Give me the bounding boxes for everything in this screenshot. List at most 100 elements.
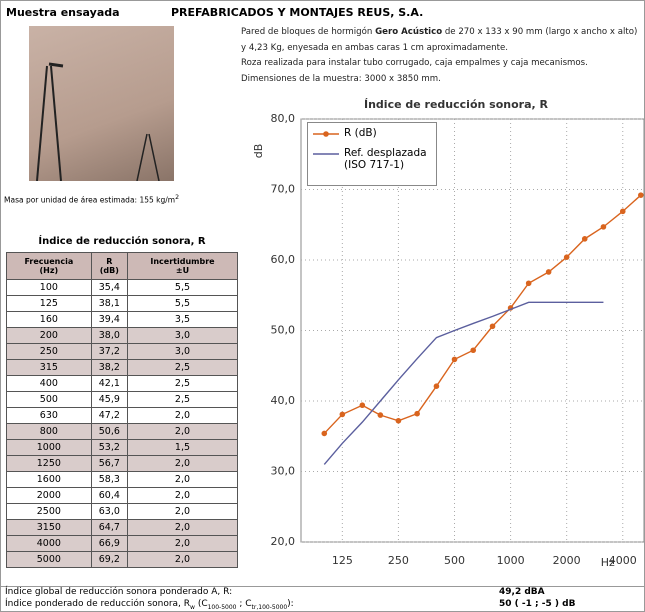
table-row: 2500 63,0 2,0	[6, 503, 239, 520]
footer-value: 50 ( -1 ; -5 ) dB	[499, 599, 576, 609]
footer-label: w	[190, 603, 195, 611]
table-row: 500 45,9 2,5	[6, 391, 239, 408]
y-tick-label: 50,0	[271, 324, 296, 337]
chart: Índice de reducción sonora, R dB 20,0 30,0 4…	[252, 98, 644, 569]
data-point	[563, 254, 570, 260]
table-row: 3150 64,7 2,0	[6, 519, 239, 536]
footer-row: Índice global de reducción sonora ponder…	[1, 587, 644, 599]
x-tick-label: 500	[444, 554, 465, 567]
sample-photo	[29, 26, 174, 182]
legend-swatch	[313, 131, 339, 137]
data-point	[619, 208, 626, 215]
data-point	[321, 430, 328, 437]
table-cell: 50,6	[90, 423, 128, 440]
data-point	[339, 411, 346, 418]
table-cell: 56,7	[90, 455, 128, 472]
table-cell: 2,0	[126, 551, 239, 568]
mass-sup: 2	[175, 194, 180, 201]
data-table: Frecuencia (Hz) R (dB) Incertidumbre ±U 100 35,…	[6, 252, 239, 568]
data-point	[414, 410, 420, 417]
legend-item: R (dB)	[308, 127, 436, 139]
footer-label: (C	[194, 599, 208, 609]
table-row: 250 37,2 3,0	[6, 343, 239, 360]
table-cell: 69,2	[90, 551, 128, 568]
table-row: 200 38,0 3,0	[6, 327, 239, 344]
data-point	[489, 323, 496, 330]
y-tick-label: 40,0	[271, 394, 296, 407]
legend-swatch	[313, 153, 339, 155]
data-point	[600, 224, 607, 230]
legend-item: Ref. desplazada (ISO 717-1)	[308, 147, 436, 171]
x-tick-label: 4000	[609, 554, 637, 567]
legend: R (dB) Ref. desplazada (ISO 717-1)	[307, 122, 437, 186]
desc-text: Pared de bloques de hormigón	[241, 27, 376, 37]
y-axis-label: dB	[252, 144, 265, 159]
data-point	[451, 356, 458, 363]
x-unit: Hz	[601, 556, 615, 569]
photo-drawing	[36, 62, 160, 182]
y-tick-label: 20,0	[271, 535, 296, 548]
table-cell: 315	[6, 359, 92, 376]
table-title: Índice de reducción sonora, R	[38, 236, 206, 247]
footer-label: 100-5000	[207, 603, 237, 611]
x-tick-label: 250	[388, 554, 409, 567]
data-point	[377, 412, 384, 418]
table-cell: 250	[6, 343, 92, 360]
company: PREFABRICADOS Y MONTAJES REUS, S.A.	[171, 6, 424, 19]
data-point	[545, 269, 552, 275]
y-tick-label: 30,0	[271, 465, 296, 478]
table-row: 100 35,4 5,5	[6, 279, 239, 296]
y-tick-label: 70,0	[271, 183, 296, 196]
header-text: R	[106, 257, 113, 266]
footer: Índice global de reducción sonora ponder…	[1, 586, 644, 611]
header-label: Muestra ensayada	[6, 6, 120, 19]
data-point	[581, 236, 588, 242]
header-text: Incertidumbre	[150, 257, 215, 266]
mass-text: Masa por unidad de área estimada: 155 kg…	[4, 195, 176, 205]
legend-marker	[323, 131, 329, 137]
footer-label: tr,100-5000	[251, 603, 288, 611]
table-cell: 2,0	[126, 519, 239, 536]
footer-label: ; C	[236, 599, 252, 609]
chart-title: Índice de reducción sonora, R	[364, 98, 549, 111]
y-tick-label: 80,0	[271, 112, 296, 125]
series-line	[323, 194, 642, 434]
y-tick-label: 60,0	[271, 253, 296, 266]
x-tick-label: 1000	[497, 554, 525, 567]
table-row: 160 39,4 3,5	[6, 311, 239, 328]
table-header-row: Frecuencia (Hz) R (dB) Incertidumbre ±U	[6, 252, 239, 280]
footer-label: ):	[287, 599, 294, 609]
table-cell: 38,2	[90, 359, 128, 376]
x-tick-label: 2000	[553, 554, 581, 567]
desc-text: Dimensiones de la muestra: 3000 x 3850 m…	[241, 73, 441, 84]
header-text: (dB)	[99, 266, 119, 275]
legend-label: R (dB)	[344, 127, 377, 139]
header-text: ±U	[175, 266, 190, 275]
data-point	[638, 192, 644, 198]
desc-text: de 270 x 133 x 90 mm (largo x ancho x al…	[241, 27, 638, 53]
data-point	[525, 280, 532, 287]
legend-label: Ref. desplazada (ISO 717-1)	[344, 147, 427, 171]
data-point	[433, 383, 440, 389]
table-row: 5000 69,2 2,0	[6, 551, 239, 568]
x-tick-label: 125	[332, 554, 353, 567]
table-cell: 200	[6, 327, 92, 344]
description: Pared de bloques de hormigón Gero Acústi…	[241, 25, 641, 87]
table-cell: 3,0	[126, 343, 239, 360]
series-line	[323, 301, 604, 465]
desc-text: Roza realizada para instalar tubo corrug…	[241, 58, 588, 68]
footer-value: 49,2 dBA	[499, 587, 545, 597]
footer-row: Índice ponderado de reducción sonora, Rw…	[1, 599, 644, 611]
table-cell: 5000	[6, 551, 92, 568]
table-row: 400 42,1 2,5	[6, 375, 239, 392]
header-cell: Incertidumbre ±U	[126, 252, 239, 280]
table-cell: 35,4	[90, 279, 128, 296]
table-cell: 53,2	[90, 439, 128, 456]
footer-label: Índice ponderado de reducción sonora, R	[5, 599, 191, 609]
footer-label: Índice global de reducción sonora ponder…	[5, 587, 233, 597]
data-point	[395, 417, 402, 424]
header-text: (Hz)	[39, 266, 59, 275]
data-point	[470, 347, 477, 354]
table-row: 125 38,1 5,5	[6, 295, 239, 312]
